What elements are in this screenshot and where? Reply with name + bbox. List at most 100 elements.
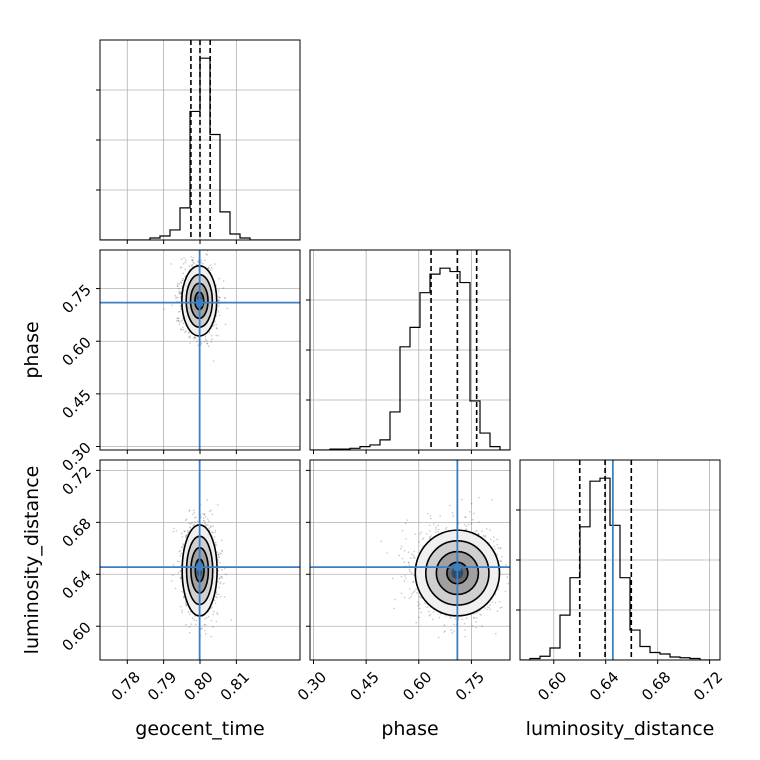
sample-point: [189, 523, 192, 525]
sample-point: [183, 530, 186, 533]
sample-point: [188, 510, 191, 512]
sample-point: [182, 328, 185, 331]
sample-point: [188, 522, 190, 525]
sample-point: [407, 561, 410, 564]
sample-point: [201, 262, 204, 265]
sample-point: [223, 582, 225, 585]
sample-point: [404, 575, 406, 577]
sample-point: [185, 227, 187, 229]
sample-point: [211, 267, 213, 269]
sample-point: [184, 331, 186, 333]
sample-point: [194, 232, 196, 234]
sample-point: [180, 328, 183, 330]
histogram-step-line: [310, 267, 510, 450]
sample-point: [204, 338, 207, 340]
sample-point: [494, 632, 497, 635]
sample-point: [179, 576, 182, 579]
sample-point: [428, 535, 431, 538]
truth-marker: [196, 299, 204, 307]
sample-point: [475, 626, 477, 629]
sample-point: [192, 524, 195, 527]
sample-point: [189, 337, 191, 339]
sample-point: [439, 515, 441, 517]
sample-point: [501, 555, 503, 558]
sample-point: [210, 269, 212, 271]
sample-point: [180, 552, 183, 555]
sample-point: [195, 337, 197, 339]
sample-point: [196, 520, 199, 523]
sample-point: [443, 631, 446, 633]
sample-point: [221, 569, 223, 571]
sample-point: [512, 577, 514, 579]
sample-point: [418, 607, 421, 610]
sample-point: [185, 623, 187, 626]
sample-point: [429, 515, 432, 517]
sample-point: [179, 570, 182, 572]
sample-point: [191, 522, 193, 524]
sample-point: [219, 552, 221, 554]
sample-point: [403, 579, 406, 582]
sample-point: [432, 523, 435, 525]
sample-point: [216, 612, 218, 614]
x-axis-label-luminosity_distance: luminosity_distance: [526, 718, 715, 740]
sample-point: [223, 567, 226, 570]
sample-point: [204, 335, 207, 338]
sample-point: [206, 342, 208, 345]
sample-point: [212, 360, 215, 362]
sample-point: [207, 524, 209, 526]
sample-point: [443, 624, 446, 626]
sample-point: [212, 613, 214, 616]
sample-point: [218, 277, 221, 280]
sample-point: [435, 528, 437, 531]
sample-point: [220, 576, 222, 578]
sample-point: [197, 344, 200, 347]
sample-point: [175, 530, 178, 532]
sample-point: [429, 613, 432, 616]
sample-point: [403, 561, 406, 563]
sample-point: [465, 528, 468, 531]
sample-point: [216, 596, 218, 599]
sample-point: [220, 575, 223, 578]
sample-point: [417, 604, 420, 607]
sample-point: [178, 290, 181, 292]
sample-point: [215, 595, 217, 598]
sample-point: [193, 336, 196, 339]
x-axis-label-phase: phase: [381, 718, 438, 740]
sample-point: [428, 614, 431, 617]
sample-point: [217, 305, 220, 307]
sample-point: [217, 299, 220, 301]
sample-point: [451, 512, 454, 514]
sample-point: [408, 564, 410, 566]
sample-point: [499, 547, 502, 550]
sample-point: [496, 554, 499, 556]
sample-point: [400, 547, 402, 550]
sample-point: [217, 290, 220, 293]
sample-point: [470, 522, 473, 525]
sample-point: [217, 553, 220, 556]
sample-point: [192, 261, 194, 263]
sample-point: [428, 524, 431, 527]
sample-point: [484, 536, 486, 538]
sample-point: [179, 320, 182, 323]
sample-point: [185, 534, 188, 537]
sample-point: [496, 538, 498, 541]
sample-point: [184, 601, 187, 603]
sample-point: [216, 613, 219, 615]
sample-point: [191, 263, 194, 266]
sample-point: [225, 573, 227, 576]
sample-point: [204, 633, 207, 635]
sample-point: [177, 283, 179, 285]
sample-point: [203, 520, 206, 523]
sample-point: [429, 537, 432, 539]
sample-point: [176, 320, 178, 322]
sample-point: [189, 527, 191, 529]
sample-point: [207, 345, 210, 347]
sample-point: [219, 296, 221, 299]
sample-point: [185, 604, 188, 607]
sample-point: [200, 627, 202, 630]
sample-point: [191, 617, 194, 620]
sample-point: [403, 596, 406, 599]
sample-point: [464, 629, 466, 631]
sample-point: [215, 591, 218, 594]
sample-point: [409, 557, 412, 560]
